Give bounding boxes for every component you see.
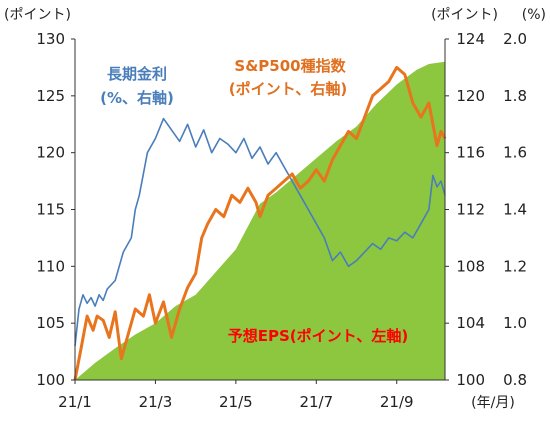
right-percent-tick-label: 1.4 xyxy=(503,201,527,219)
left-axis-tick-label: 105 xyxy=(36,314,65,332)
sp500-annotation-line1: S&P500種指数 xyxy=(234,57,346,75)
right-points-tick-label: 108 xyxy=(456,257,485,275)
right-points-unit-label: (ポイント) xyxy=(431,7,498,23)
right-percent-tick-label: 2.0 xyxy=(503,30,527,48)
x-axis-tick-label: 21/7 xyxy=(299,393,333,411)
right-percent-tick-label: 1.6 xyxy=(503,144,527,162)
x-axis-tick-label: 21/9 xyxy=(380,393,414,411)
eps-area xyxy=(75,61,445,380)
left-axis-tick-label: 130 xyxy=(36,30,65,48)
right-points-tick-label: 112 xyxy=(456,201,485,219)
right-percent-tick-label: 0.8 xyxy=(503,371,527,389)
left-axis-tick-label: 120 xyxy=(36,144,65,162)
right-percent-tick-label: 1.0 xyxy=(503,314,527,332)
left-axis-tick-label: 100 xyxy=(36,371,65,389)
sp500-annotation-line2: (ポイント、右軸) xyxy=(229,80,347,98)
x-axis-tick-label: 21/3 xyxy=(139,393,173,411)
left-axis-tick-label: 115 xyxy=(36,201,65,219)
sp500-line xyxy=(73,65,447,381)
right-percent-tick-label: 1.2 xyxy=(503,257,527,275)
long-term-rate-annotation-line1: 長期金利 xyxy=(107,65,167,83)
eps-annotation: 予想EPS(ポイント、左軸) xyxy=(228,327,408,345)
right-points-tick-label: 104 xyxy=(456,314,485,332)
right-points-tick-label: 100 xyxy=(456,371,485,389)
left-axis-tick-label: 125 xyxy=(36,87,65,105)
x-axis-tick-label: 21/1 xyxy=(58,393,92,411)
right-percent-unit-label: (%) xyxy=(522,7,546,23)
long-term-rate-line xyxy=(74,117,446,346)
right-points-tick-label: 120 xyxy=(456,87,485,105)
right-points-tick-label: 116 xyxy=(456,144,485,162)
right-percent-tick-label: 1.8 xyxy=(503,87,527,105)
x-axis-unit-label: (年/月) xyxy=(471,395,515,411)
long-term-rate-annotation-line2: (%、右軸) xyxy=(100,89,174,107)
left-axis-tick-label: 110 xyxy=(36,257,65,275)
x-axis-tick-label: 21/5 xyxy=(219,393,253,411)
right-points-tick-label: 124 xyxy=(456,30,485,48)
left-axis-unit-label: (ポイント) xyxy=(4,7,71,23)
